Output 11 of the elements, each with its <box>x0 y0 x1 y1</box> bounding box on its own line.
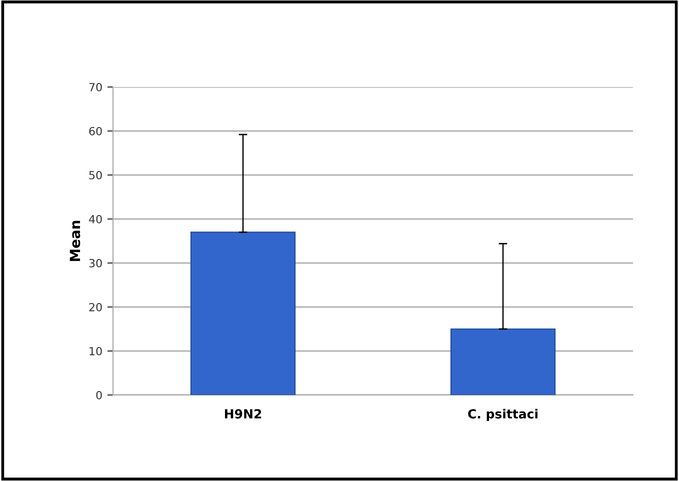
y-tick-label: 20 <box>89 302 102 312</box>
y-tick-label: 0 <box>96 390 102 400</box>
y-axis-title: Mean <box>70 220 80 261</box>
x-tick-label: C. psittaci <box>468 408 538 421</box>
y-tick-label: 50 <box>89 170 102 180</box>
y-tick-label: 10 <box>90 346 102 356</box>
y-tick-label: 70 <box>89 82 102 92</box>
y-tick-label: 60 <box>89 126 102 136</box>
y-tick-label: 30 <box>89 258 102 268</box>
y-tick-label: 40 <box>88 214 102 224</box>
x-tick-label: H9N2 <box>224 409 262 419</box>
